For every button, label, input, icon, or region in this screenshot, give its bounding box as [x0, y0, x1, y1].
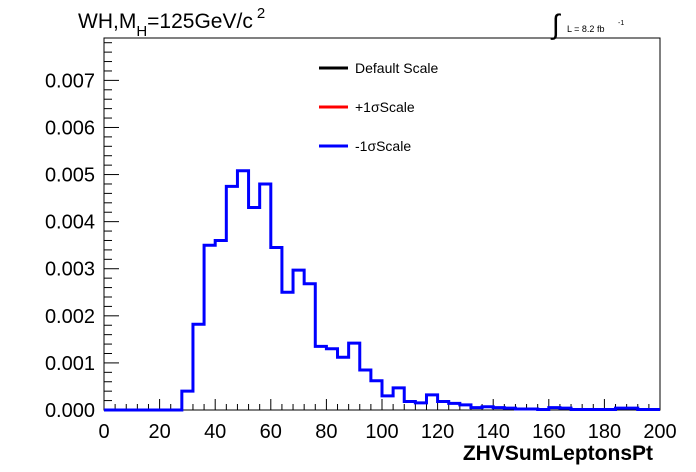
title-suffix: =125GeV/c — [147, 10, 253, 33]
y-tick-label: 0.001 — [45, 353, 95, 375]
x-tick-label: 140 — [477, 421, 510, 443]
luminosity-label: ∫ L = 8.2 fb -1 — [550, 9, 624, 40]
title-prefix: WH,M — [78, 10, 136, 33]
y-tick-label: 0.000 — [45, 400, 95, 422]
x-tick-label: 80 — [315, 421, 337, 443]
luminosity-text: L = 8.2 fb — [567, 24, 604, 34]
y-tick-label: 0.005 — [45, 165, 95, 187]
x-tick-label: 180 — [588, 421, 621, 443]
x-tick-label: 120 — [421, 421, 454, 443]
x-tick-label: 0 — [98, 421, 109, 443]
plot-frame — [103, 37, 661, 411]
x-tick-label: 60 — [260, 421, 282, 443]
y-tick-label: 0.006 — [45, 117, 95, 139]
x-tick-label: 100 — [365, 421, 398, 443]
y-tick-label: 0.003 — [45, 259, 95, 281]
histogram-series-line — [104, 169, 660, 412]
chart-title: WH,MH=125GeV/c 2 — [78, 5, 265, 40]
y-tick-label: 0.007 — [45, 70, 95, 92]
x-tick-label: 160 — [532, 421, 565, 443]
x-axis-title: ZHVSumLeptonsPt — [463, 442, 653, 465]
x-tick-label: 40 — [204, 421, 226, 443]
title-subscript: H — [136, 23, 147, 40]
luminosity-superscript: -1 — [618, 20, 624, 27]
legend-label: Default Scale — [355, 60, 438, 76]
y-tick-label: 0.004 — [45, 212, 95, 234]
luminosity-integral: ∫ — [550, 9, 562, 40]
title-superscript: 2 — [257, 5, 265, 22]
x-tick-label: 200 — [643, 421, 676, 443]
legend-label: +1σScale — [355, 99, 415, 115]
y-tick-label: 0.002 — [45, 306, 95, 328]
x-tick-label: 20 — [148, 421, 170, 443]
legend-label: -1σScale — [355, 138, 411, 154]
